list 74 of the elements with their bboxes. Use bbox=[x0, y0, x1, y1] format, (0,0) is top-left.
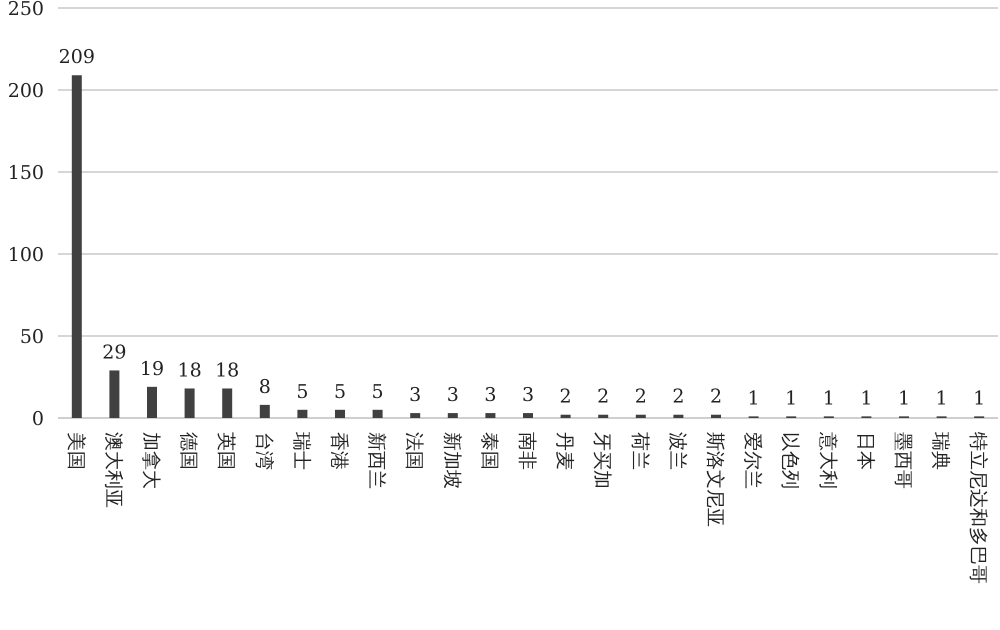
x-tick-label: 瑞士 bbox=[290, 432, 312, 470]
bar bbox=[410, 413, 420, 418]
data-label: 1 bbox=[785, 387, 798, 410]
x-tick-label: 丹麦 bbox=[554, 432, 576, 470]
data-label: 3 bbox=[446, 384, 459, 406]
y-tick-label: 0 bbox=[32, 408, 44, 430]
y-tick-label: 150 bbox=[8, 162, 44, 184]
x-tick-label: 美国 bbox=[64, 432, 87, 470]
data-label: 2 bbox=[710, 386, 722, 408]
data-label: 8 bbox=[258, 376, 271, 398]
bar bbox=[598, 414, 608, 418]
data-label: 3 bbox=[522, 384, 534, 406]
bar bbox=[335, 410, 345, 418]
data-label: 5 bbox=[296, 380, 308, 403]
x-tick-label: 法国 bbox=[403, 432, 426, 470]
data-label: 29 bbox=[102, 341, 126, 364]
bar bbox=[448, 413, 458, 418]
data-label: 2 bbox=[672, 386, 684, 408]
x-tick-label: 加拿大 bbox=[140, 432, 162, 489]
bar bbox=[485, 413, 496, 418]
x-tick-label: 日本 bbox=[854, 432, 876, 470]
x-tick-label: 波兰 bbox=[666, 432, 688, 470]
bar bbox=[711, 414, 721, 418]
data-label: 18 bbox=[178, 359, 202, 382]
data-label: 3 bbox=[409, 384, 422, 406]
data-label: 2 bbox=[634, 386, 647, 408]
bar bbox=[372, 410, 383, 418]
x-tick-label: 台湾 bbox=[252, 432, 275, 470]
x-tick-label: 新加坡 bbox=[440, 432, 463, 489]
x-tick-label: 德国 bbox=[178, 432, 200, 470]
x-tick-label: 南非 bbox=[516, 432, 538, 470]
y-tick-label: 50 bbox=[20, 326, 44, 348]
bar bbox=[109, 370, 120, 418]
data-label: 1 bbox=[748, 387, 760, 410]
data-label: 1 bbox=[973, 387, 986, 410]
data-label: 5 bbox=[334, 380, 346, 403]
x-tick-label: 荷兰 bbox=[628, 432, 651, 470]
data-label: 2 bbox=[597, 386, 610, 408]
x-tick-label: 英国 bbox=[215, 432, 238, 470]
x-tick-label: 澳大利亚 bbox=[102, 432, 124, 508]
bar bbox=[297, 410, 308, 418]
data-label: 209 bbox=[58, 46, 95, 68]
y-tick-label: 200 bbox=[8, 80, 44, 102]
data-label: 5 bbox=[372, 380, 384, 403]
bar bbox=[72, 75, 82, 418]
x-tick-label: 意大利 bbox=[816, 431, 839, 489]
bar bbox=[147, 386, 157, 418]
bar bbox=[222, 388, 232, 418]
bar bbox=[560, 414, 571, 418]
bar bbox=[673, 414, 684, 418]
data-label: 18 bbox=[215, 359, 240, 382]
bar bbox=[636, 414, 646, 418]
x-tick-label: 爱尔兰 bbox=[742, 432, 764, 489]
x-tick-label: 瑞典 bbox=[930, 432, 952, 470]
x-tick-label: 斯洛文尼亚 bbox=[704, 432, 726, 527]
data-label: 19 bbox=[140, 358, 164, 380]
y-tick-label: 100 bbox=[8, 244, 44, 266]
data-label: 1 bbox=[936, 387, 948, 410]
x-tick-label: 特立尼达和多巴哥 bbox=[967, 432, 990, 584]
data-label: 1 bbox=[822, 387, 835, 410]
data-label: 1 bbox=[898, 387, 910, 410]
y-tick-label: 250 bbox=[8, 0, 44, 20]
bar bbox=[184, 388, 195, 418]
x-tick-label: 牙买加 bbox=[591, 432, 614, 489]
x-tick-label: 以色列 bbox=[779, 432, 802, 489]
bar bbox=[523, 413, 533, 418]
data-label: 1 bbox=[860, 387, 872, 410]
x-tick-label: 新西兰 bbox=[366, 432, 388, 489]
x-tick-label: 香港 bbox=[328, 432, 350, 470]
data-label: 2 bbox=[560, 386, 572, 408]
x-tick-label: 泰国 bbox=[478, 432, 500, 470]
x-tick-label: 墨西哥 bbox=[892, 432, 914, 489]
data-label: 3 bbox=[484, 384, 496, 406]
bar bbox=[260, 404, 270, 418]
